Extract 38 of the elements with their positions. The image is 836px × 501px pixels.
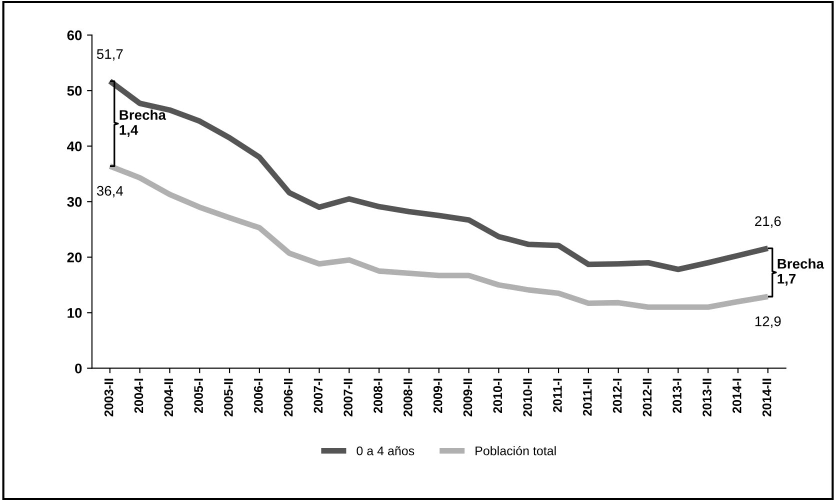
- x-tick-label: 2012-I: [612, 378, 622, 413]
- x-tick-label: 2008-I: [374, 378, 382, 413]
- x-tick-label: 2007-II: [344, 378, 353, 416]
- data-label: 36,4: [96, 186, 124, 198]
- x-tick-label: 2003-II: [104, 378, 114, 416]
- x-tick-label: 2010-I: [493, 378, 502, 413]
- y-tick-label: 40: [67, 141, 82, 152]
- y-tick-label: 20: [67, 252, 82, 262]
- x-tick-label: 2014-I: [732, 378, 742, 413]
- annotation: Brecha 1,4: [120, 110, 166, 137]
- data-label: 12,9: [755, 316, 781, 328]
- x-tick-label: 2009-II: [463, 378, 472, 416]
- x-tick-label: 2005-II: [224, 378, 233, 416]
- x-tick-label: 2004-I: [134, 378, 144, 413]
- y-tick-label: 50: [67, 86, 82, 96]
- y-tick-label: 0: [75, 364, 82, 374]
- x-tick-label: 2006-II: [284, 378, 293, 416]
- legend-label: 0 a 4 años: [356, 446, 414, 456]
- x-tick-label: 2013-I: [672, 378, 682, 413]
- annotation: Brecha 1,7: [778, 258, 824, 286]
- y-tick-label: 30: [67, 196, 82, 207]
- x-tick-label: 2010-II: [523, 378, 532, 416]
- x-tick-label: 2011-I: [553, 378, 562, 412]
- data-label: 21,6: [755, 216, 781, 228]
- x-tick-label: 2011-II: [582, 378, 592, 416]
- y-tick-label: 10: [68, 308, 82, 318]
- x-tick-label: 2013-II: [702, 378, 712, 416]
- x-tick-label: 2008-II: [403, 378, 412, 416]
- x-tick-label: 2012-II: [642, 378, 652, 416]
- legend-label: Población total: [476, 446, 556, 456]
- x-tick-label: 2007-I: [314, 378, 323, 413]
- data-label: 51,7: [96, 49, 123, 61]
- x-tick-label: 2005-I: [194, 378, 203, 413]
- y-tick-label: 60: [67, 30, 82, 40]
- x-tick-label: 2004-II: [164, 378, 174, 416]
- x-tick-label: 2014-II: [762, 378, 772, 416]
- x-tick-label: 2009-I: [433, 378, 442, 413]
- x-tick-label: 2006-I: [254, 378, 263, 413]
